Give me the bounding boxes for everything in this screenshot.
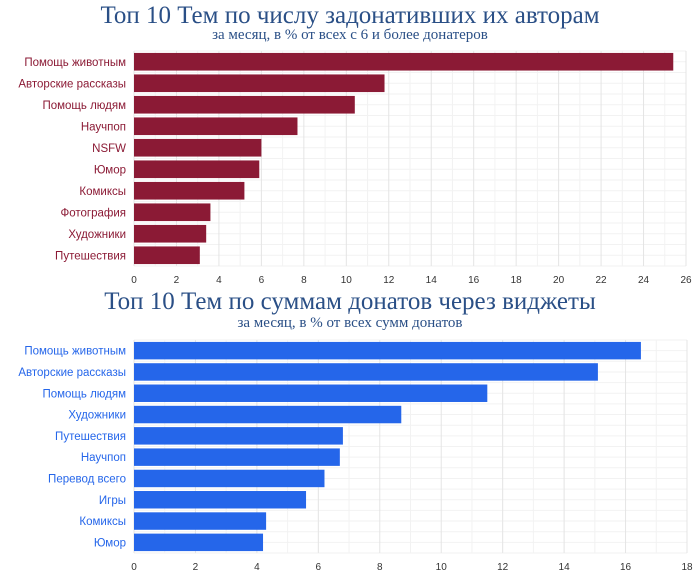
chart1-bar-2	[134, 95, 355, 114]
chart2-title: Топ 10 Тем по суммам донатов через видже…	[104, 288, 596, 315]
chart2-bar-8	[134, 512, 267, 530]
chart1-tick-label-12: 24	[638, 275, 650, 286]
chart2-bar-4	[134, 427, 343, 445]
chart2-category-label-6: Перевод всего	[48, 473, 126, 485]
chart1-plot: Помощь животным Авторские рассказы Помощь …	[18, 50, 692, 286]
chart2-tick-label-8: 16	[620, 562, 632, 573]
chart1-category-label-8: Художники	[68, 229, 126, 241]
chart1-category-label-9: Путешествия	[55, 250, 126, 262]
chart1-tick-label-4: 8	[301, 275, 307, 286]
chart2-category-label-9: Юмор	[94, 537, 126, 549]
chart1-tick-label-10: 20	[553, 275, 565, 286]
chart1-bar-5	[134, 160, 260, 179]
chart1-bar-0	[134, 52, 674, 71]
chart2-tick-label-9: 18	[681, 562, 693, 573]
chart1-category-label-3: Научпоп	[81, 121, 126, 133]
chart1-bar-6	[134, 181, 245, 200]
chart1-tick-label-3: 6	[259, 275, 265, 286]
chart1-tick-label-1: 2	[174, 275, 180, 286]
chart1-category-label-7: Фотография	[60, 207, 126, 219]
chart1-tick-label-8: 16	[468, 275, 480, 286]
chart2-tick-label-3: 6	[316, 562, 322, 573]
chart2-tick-label-6: 12	[497, 562, 509, 573]
chart2-tick-label-7: 14	[559, 562, 571, 573]
chart1-category-label-1: Авторские рассказы	[18, 78, 126, 90]
chart2-bar-7	[134, 491, 307, 509]
chart2-bar-1	[134, 363, 598, 381]
chart1-category-label-0: Помощь животным	[24, 57, 126, 69]
chart2-category-label-5: Научпоп	[81, 452, 126, 464]
chart1-title: Топ 10 Тем по числу задонативших их авто…	[100, 2, 600, 29]
chart1-bar-1	[134, 74, 385, 93]
chart2-tick-label-1: 2	[193, 562, 199, 573]
chart2-tick-label-0: 0	[131, 562, 137, 573]
chart2-subtitle: за месяц, в % от всех сумм донатов	[237, 315, 463, 331]
chart1-bar-7	[134, 203, 211, 222]
chart1-bar-8	[134, 224, 207, 243]
chart2-tick-label-5: 10	[436, 562, 448, 573]
chart1-bar-4	[134, 138, 262, 157]
chart1-tick-label-11: 22	[596, 275, 608, 286]
chart1-tick-label-0: 0	[131, 275, 137, 286]
chart1-tick-label-5: 10	[341, 275, 353, 286]
chart2-category-label-3: Художники	[68, 410, 126, 422]
chart2-category-label-2: Помощь людям	[42, 388, 126, 400]
chart1-tick-label-6: 12	[383, 275, 395, 286]
chart1-tick-label-9: 18	[511, 275, 523, 286]
chart2-bar-9	[134, 533, 264, 552]
chart1-category-label-6: Комиксы	[79, 186, 126, 198]
chart2-category-label-4: Путешествия	[55, 431, 126, 443]
chart2-tick-label-2: 4	[254, 562, 260, 573]
chart1-tick-label-13: 26	[680, 275, 692, 286]
chart1-bar-3	[134, 117, 298, 136]
chart1-bar-9	[134, 246, 200, 265]
chart1-tick-label-7: 14	[426, 275, 438, 286]
chart1-tick-label-2: 4	[216, 275, 222, 286]
chart2-bar-2	[134, 384, 488, 402]
chart2-tick-label-4: 8	[377, 562, 383, 573]
chart2-bar-5	[134, 448, 340, 466]
chart2-category-label-8: Комиксы	[79, 516, 126, 528]
chart1-category-label-2: Помощь людям	[42, 100, 126, 112]
chart1-category-label-4: NSFW	[92, 143, 126, 155]
chart1-category-label-5: Юмор	[94, 164, 126, 176]
chart2-bar-3	[134, 405, 402, 424]
chart2-bar-0	[134, 341, 641, 360]
chart1-subtitle: за месяц, в % от всех с 6 и более донате…	[212, 27, 488, 43]
chart2-bar-6	[134, 469, 325, 488]
chart2-category-label-0: Помощь животным	[24, 346, 126, 358]
chart2-category-label-1: Авторские рассказы	[18, 367, 126, 379]
chart2-category-label-7: Игры	[99, 495, 126, 507]
